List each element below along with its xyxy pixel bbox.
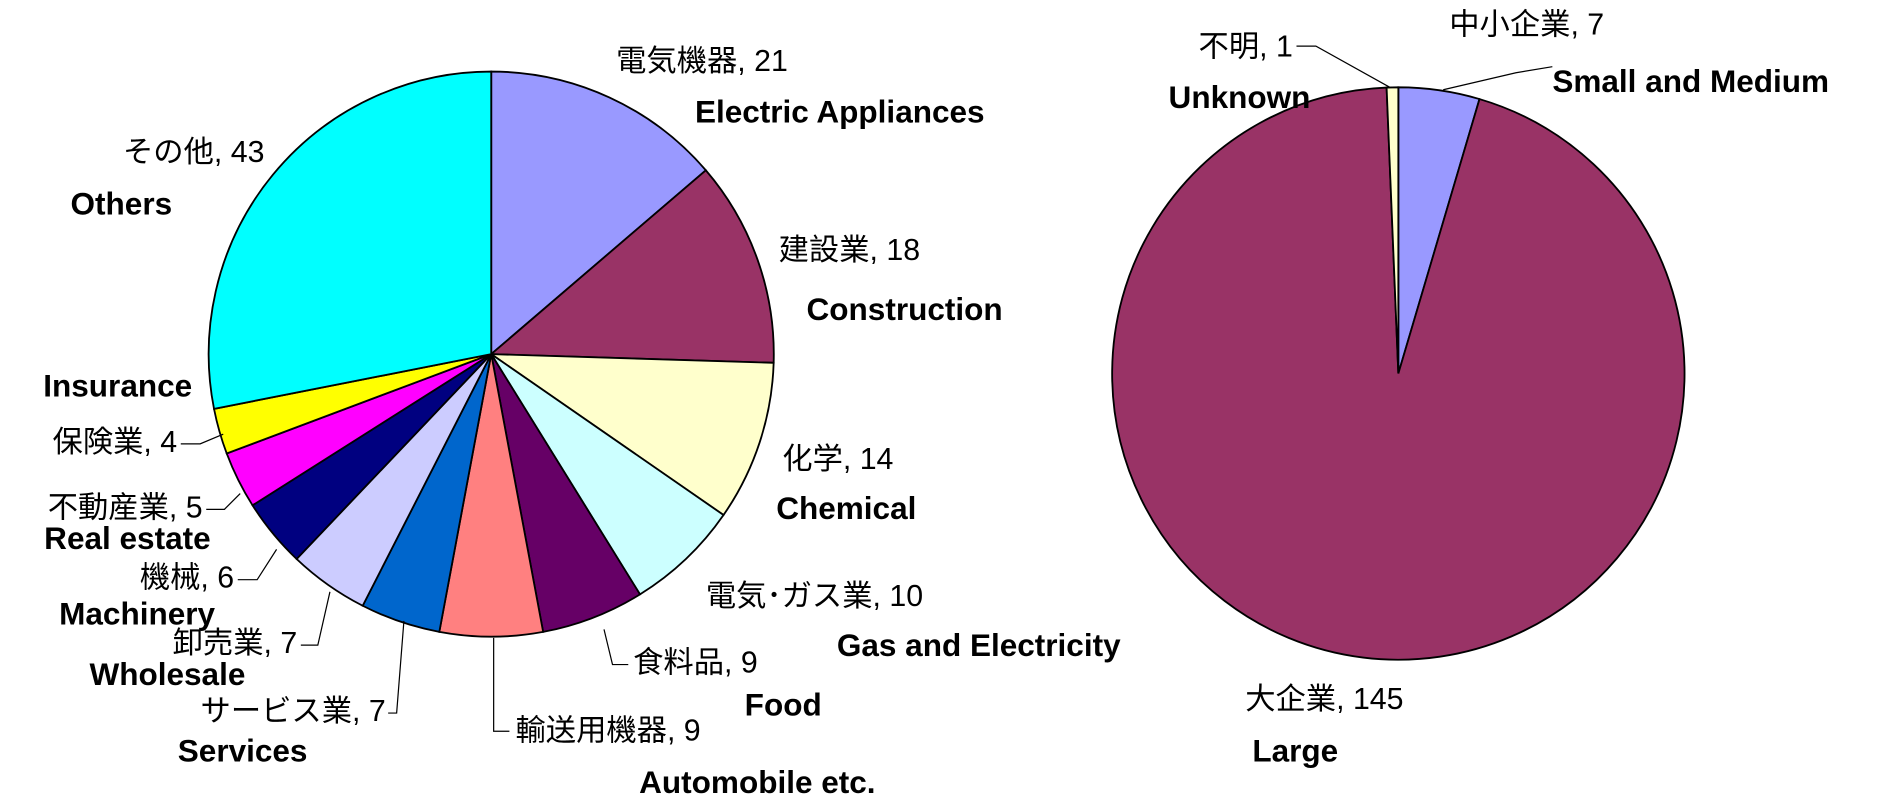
slice-category: Construction	[807, 291, 1003, 327]
slice-category: Automobile etc.	[639, 764, 875, 797]
slice-label: 電気･ガス業, 10	[706, 579, 923, 613]
pie-slice	[1111, 86, 1686, 661]
pie-slice	[488, 353, 775, 517]
leader-line	[1443, 66, 1553, 91]
slice-label: 輸送用機器, 9	[515, 713, 700, 747]
leader-line	[388, 620, 405, 714]
slice-category: Electric Appliances	[695, 93, 985, 129]
slice-label: 建設業, 18	[779, 233, 920, 267]
leader-line	[180, 433, 224, 445]
leader-line	[603, 629, 629, 666]
pie-slice	[490, 353, 725, 596]
slice-category: Real estate	[44, 520, 210, 556]
pie-slice	[490, 70, 708, 357]
pie-slice	[488, 168, 775, 364]
slice-label: 化学, 14	[782, 442, 893, 476]
slice-category: Services	[178, 732, 308, 768]
slice-label: 食料品, 9	[633, 646, 758, 680]
leader-line	[206, 493, 241, 510]
slice-category: Machinery	[59, 595, 215, 631]
slice-category: Others	[71, 185, 173, 221]
pie-slice	[207, 70, 493, 410]
slice-category: Large	[1252, 732, 1338, 768]
slice-category: Insurance	[43, 367, 192, 403]
slice-label: その他, 43	[123, 135, 264, 169]
pie-slice	[1385, 86, 1400, 374]
slice-category: Small and Medium	[1552, 63, 1829, 99]
slice-label: サービス業, 7	[201, 694, 386, 728]
slice-category: Food	[745, 686, 822, 722]
leader-lines	[180, 45, 1553, 732]
slice-category: Chemical	[776, 490, 916, 526]
slice-label: 大企業, 145	[1245, 682, 1403, 716]
slice-label: 中小企業, 7	[1449, 8, 1604, 42]
slice-category: Unknown	[1169, 79, 1311, 115]
leader-line	[1296, 45, 1391, 88]
slice-category: Gas and Electricity	[837, 627, 1121, 663]
leader-line	[237, 549, 278, 581]
leader-line	[493, 637, 510, 732]
slice-label: 機械, 6	[140, 561, 234, 595]
slice-category: Wholesale	[89, 656, 245, 692]
slice-label: 卸売業, 7	[173, 626, 298, 660]
slice-label: 保険業, 4	[53, 425, 178, 459]
leader-line	[300, 591, 331, 646]
slice-label: 不動産業, 5	[48, 490, 203, 524]
slice-label: 電気機器, 21	[616, 44, 788, 78]
slice-label: 不明, 1	[1199, 31, 1293, 64]
